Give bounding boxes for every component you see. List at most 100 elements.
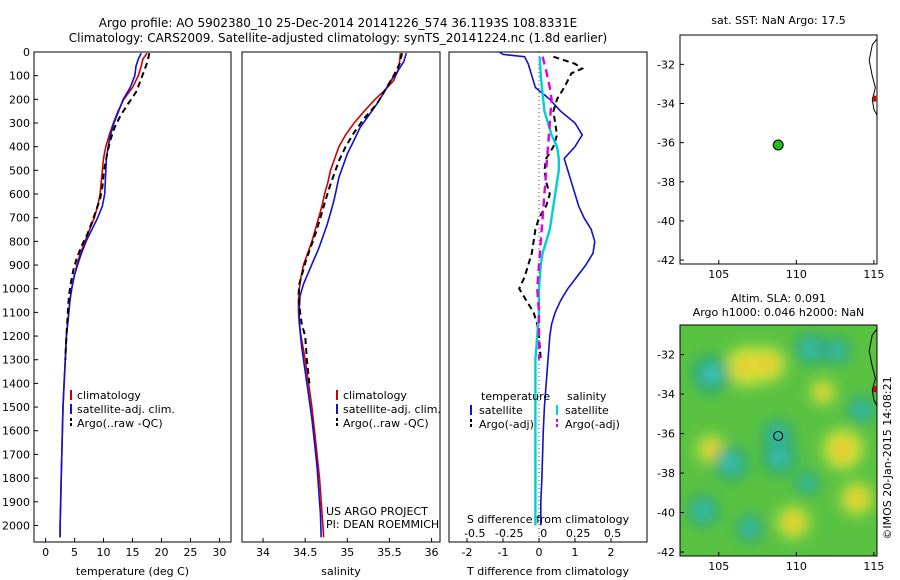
series-line-argo-adj- bbox=[518, 55, 585, 360]
header-line-2: Climatology: CARS2009. Satellite-adjuste… bbox=[69, 31, 607, 45]
x-tick-label: 35 bbox=[340, 546, 354, 559]
x-tick-label: 105 bbox=[708, 560, 729, 573]
y-tick-label: 1100 bbox=[2, 306, 30, 319]
y-tick-label: -38 bbox=[657, 467, 675, 480]
y-tick-label: 1800 bbox=[2, 472, 30, 485]
sla-low-core bbox=[721, 453, 741, 473]
sla-high-core bbox=[850, 491, 864, 506]
sla-low-core bbox=[700, 364, 722, 385]
y-tick-label: -38 bbox=[657, 176, 675, 189]
y-tick-label: 1300 bbox=[2, 354, 30, 367]
coastline bbox=[868, 328, 878, 407]
sla-low-core bbox=[694, 502, 712, 519]
sst-title: sat. SST: NaN Argo: 17.5 bbox=[711, 14, 845, 27]
legend-entry: Argo(-adj) bbox=[565, 418, 620, 431]
sla-low-core bbox=[829, 343, 845, 359]
y-tick-label: -36 bbox=[657, 137, 675, 150]
y-tick-label: -42 bbox=[657, 254, 675, 267]
y-tick-label: 500 bbox=[9, 164, 30, 177]
plot-frame bbox=[33, 51, 232, 543]
sla-blobs bbox=[687, 333, 876, 543]
y-tick-label: 300 bbox=[9, 117, 30, 130]
series-line-argo-raw-qc- bbox=[297, 52, 404, 384]
x-tick-label: 30 bbox=[212, 546, 226, 559]
top-tick-label: 0 bbox=[540, 527, 547, 540]
y-tick-label: -32 bbox=[657, 58, 675, 71]
y-tick-label: 1400 bbox=[2, 377, 30, 390]
x-tick-label: 36 bbox=[425, 546, 439, 559]
y-tick-label: 700 bbox=[9, 212, 30, 225]
top-tick-label: -0.25 bbox=[495, 527, 523, 540]
x-tick-label: 5 bbox=[71, 546, 78, 559]
x-axis-label: temperature (deg C) bbox=[76, 565, 189, 578]
sla-low-core bbox=[800, 476, 814, 490]
x-tick-label: 2 bbox=[608, 546, 615, 559]
y-tick-label: 900 bbox=[9, 259, 30, 272]
x-tick-label: 110 bbox=[786, 268, 807, 281]
y-tick-label: -34 bbox=[657, 98, 675, 111]
legend-entry: satellite bbox=[479, 404, 523, 417]
x-tick-label: 105 bbox=[708, 268, 729, 281]
x-axis-label: T difference from climatology bbox=[466, 565, 629, 578]
x-tick-label: 0 bbox=[42, 546, 49, 559]
y-tick-label: 1200 bbox=[2, 330, 30, 343]
y-tick-label: 1700 bbox=[2, 448, 30, 461]
y-tick-label: 600 bbox=[9, 188, 30, 201]
legend-entry: climatology bbox=[343, 389, 407, 402]
x-tick-label: 15 bbox=[126, 546, 140, 559]
sla-low-core bbox=[854, 402, 869, 418]
y-tick-label: 1900 bbox=[2, 496, 30, 509]
y-tick-label: 100 bbox=[9, 70, 30, 83]
legend-entry: satellite-adj. clim. bbox=[77, 403, 175, 416]
x-tick-label: 34.5 bbox=[293, 546, 318, 559]
x-tick-label: 20 bbox=[154, 546, 168, 559]
sla-high-core bbox=[786, 515, 801, 530]
y-tick-label: 2000 bbox=[2, 519, 30, 532]
plot-frame bbox=[241, 51, 441, 543]
y-tick-label: -40 bbox=[657, 507, 675, 520]
series-line-argo-adj- bbox=[535, 56, 553, 360]
sla-high-core bbox=[817, 387, 828, 398]
y-tick-label: 200 bbox=[9, 93, 30, 106]
top-tick-label: 0.25 bbox=[566, 527, 591, 540]
header-line-1: Argo profile: AO 5902380_10 25-Dec-2014 … bbox=[99, 16, 577, 30]
salinity-panel: 34 34.5 35 35.5 36 salinity climatologysatelli… bbox=[241, 51, 441, 578]
coast-marker bbox=[873, 95, 877, 102]
legend-entry: Argo(-adj) bbox=[479, 418, 534, 431]
y-tick-label: -32 bbox=[657, 349, 675, 362]
x-tick-label: 115 bbox=[863, 560, 884, 573]
y-tick-label: -34 bbox=[657, 388, 675, 401]
coastline bbox=[868, 38, 878, 116]
sla-title: Altim. SLA: 0.091 bbox=[731, 292, 826, 305]
sst-map-panel: sat. SST: NaN Argo: 17.5 105 110 115 -32 -34 -… bbox=[657, 14, 884, 281]
y-tick-label: 1000 bbox=[2, 283, 30, 296]
difference-panel: -2 -1 0 1 2 T difference from climatology -0.5… bbox=[448, 51, 648, 578]
x-tick-label: 10 bbox=[97, 546, 111, 559]
x-tick-label: 1 bbox=[572, 546, 579, 559]
imos-stamp: ©IMOS 20-Jan-2015 14:08:21 bbox=[881, 376, 894, 539]
top-tick-label: 0.5 bbox=[604, 527, 622, 540]
legend-group-title: temperature bbox=[481, 390, 550, 403]
sla-low-core bbox=[801, 340, 819, 358]
sla-high-core bbox=[705, 443, 717, 456]
x-tick-label: 0 bbox=[536, 546, 543, 559]
x-tick-label: 115 bbox=[863, 268, 884, 281]
y-tick-label: 800 bbox=[9, 235, 30, 248]
sla-low-core bbox=[769, 447, 789, 467]
series-line-satellite bbox=[498, 51, 596, 526]
y-tick-label: -40 bbox=[657, 215, 675, 228]
y-tick-label: 1500 bbox=[2, 401, 30, 414]
project-note-line-2: PI: DEAN ROEMMICH bbox=[326, 518, 439, 531]
legend-entry: Argo(..raw -QC) bbox=[343, 417, 429, 430]
y-tick-label: -36 bbox=[657, 428, 675, 441]
coast-marker bbox=[873, 386, 877, 393]
project-note-line-1: US ARGO PROJECT bbox=[326, 505, 428, 518]
series-line-argo-raw-qc- bbox=[64, 52, 151, 360]
x-tick-label: 110 bbox=[786, 560, 807, 573]
x-tick-label: -1 bbox=[498, 546, 509, 559]
argo-position-marker bbox=[773, 430, 784, 441]
legend-entry: climatology bbox=[77, 389, 141, 402]
sla-high-core bbox=[834, 440, 852, 458]
